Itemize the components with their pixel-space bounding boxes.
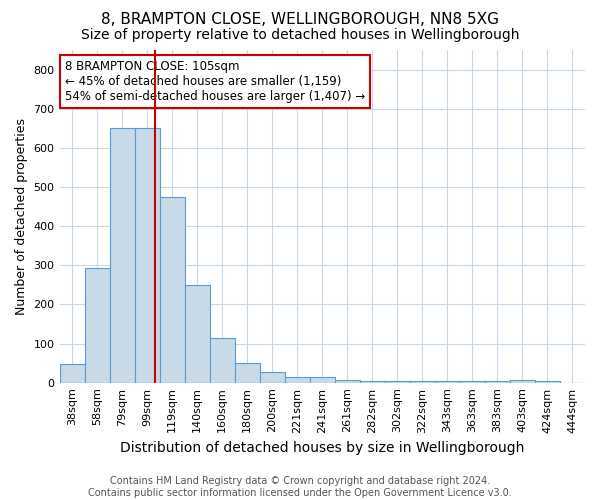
Bar — [209, 338, 235, 382]
Bar — [285, 377, 310, 382]
Bar — [235, 363, 260, 382]
Bar — [160, 197, 185, 382]
Text: Contains HM Land Registry data © Crown copyright and database right 2024.
Contai: Contains HM Land Registry data © Crown c… — [88, 476, 512, 498]
Bar — [435, 380, 460, 382]
Y-axis label: Number of detached properties: Number of detached properties — [15, 118, 28, 315]
Bar — [134, 128, 160, 382]
Bar — [260, 372, 285, 382]
Bar — [385, 380, 410, 382]
Bar — [335, 380, 360, 382]
Bar — [360, 380, 385, 382]
Bar — [460, 380, 485, 382]
Bar — [185, 285, 209, 382]
Text: Size of property relative to detached houses in Wellingborough: Size of property relative to detached ho… — [81, 28, 519, 42]
Text: 8, BRAMPTON CLOSE, WELLINGBOROUGH, NN8 5XG: 8, BRAMPTON CLOSE, WELLINGBOROUGH, NN8 5… — [101, 12, 499, 28]
X-axis label: Distribution of detached houses by size in Wellingborough: Distribution of detached houses by size … — [120, 441, 524, 455]
Bar — [310, 377, 335, 382]
Text: 8 BRAMPTON CLOSE: 105sqm
← 45% of detached houses are smaller (1,159)
54% of sem: 8 BRAMPTON CLOSE: 105sqm ← 45% of detach… — [65, 60, 365, 103]
Bar — [110, 128, 134, 382]
Bar — [485, 380, 510, 382]
Bar — [535, 380, 560, 382]
Bar — [510, 380, 535, 382]
Bar — [59, 364, 85, 382]
Bar — [85, 268, 110, 382]
Bar — [410, 380, 435, 382]
